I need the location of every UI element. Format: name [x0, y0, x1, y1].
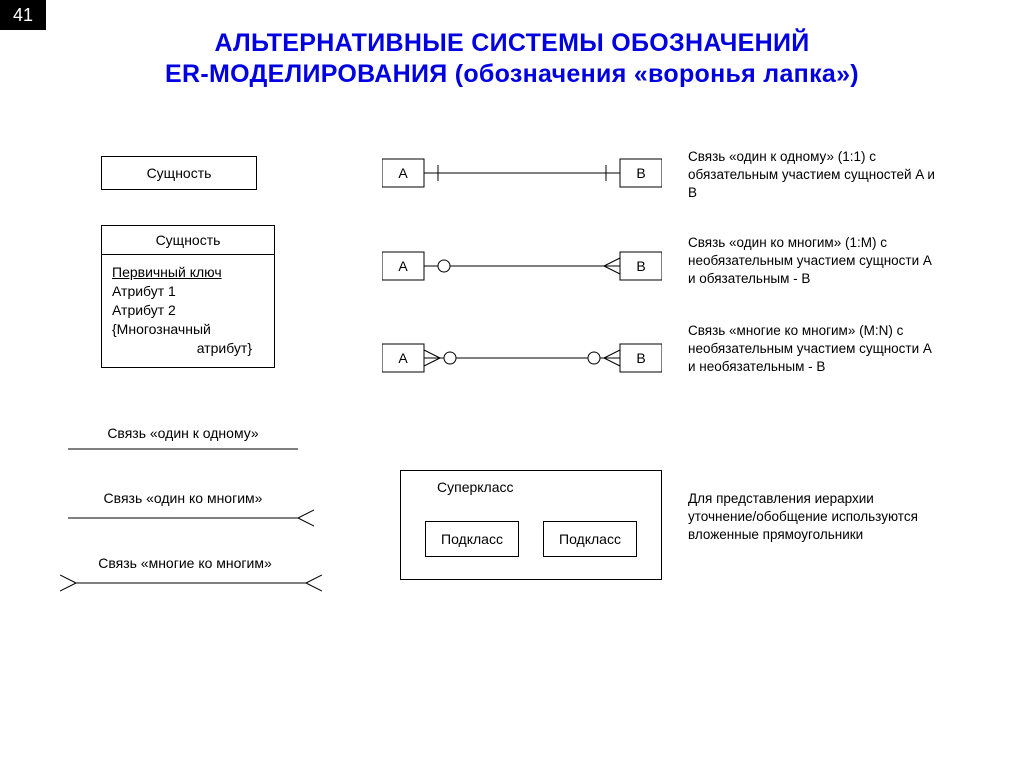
ab-row-3: A B: [382, 340, 662, 376]
ab-row1-svg: A B: [382, 155, 662, 191]
subclass-box-1: Подкласс: [425, 521, 519, 557]
ab-row2-svg: A B: [382, 248, 662, 284]
entity-simple-box: Сущность: [101, 156, 257, 190]
title-line2: ER-МОДЕЛИРОВАНИЯ (обозначения «воронья л…: [165, 60, 859, 88]
ab-row2-desc: Связь «один ко многим» (1:M) с необязате…: [688, 234, 938, 287]
rel-one-to-many-left: Связь «один ко многим»: [68, 490, 298, 528]
rel-1m-line-icon: [68, 508, 314, 528]
ab1-B: B: [636, 165, 645, 181]
ab1-A: A: [398, 165, 408, 181]
entity-table-box: Сущность Первичный ключ Атрибут 1 Атрибу…: [101, 225, 275, 368]
ab-row-1: A B: [382, 155, 662, 191]
svg-text:A: A: [398, 350, 408, 366]
subclass-1-label: Подкласс: [441, 531, 503, 547]
entity-table-body: Первичный ключ Атрибут 1 Атрибут 2 {Мног…: [102, 255, 274, 367]
svg-text:B: B: [636, 350, 645, 366]
superclass-box: Суперкласс Подкласс Подкласс: [400, 470, 662, 580]
rel-mn-line-icon: [60, 573, 322, 593]
subclass-box-2: Подкласс: [543, 521, 637, 557]
title-line1: АЛЬТЕРНАТИВНЫЕ СИСТЕМЫ ОБОЗНАЧЕНИЙ: [214, 29, 809, 57]
ab-row3-svg: A B: [382, 340, 662, 376]
entity-multi2: атрибут}: [112, 339, 264, 358]
rel-mn-label: Связь «многие ко многим»: [60, 555, 310, 573]
entity-simple-label: Сущность: [147, 165, 212, 181]
superclass-label: Суперкласс: [401, 471, 661, 495]
entity-attr1: Атрибут 1: [112, 282, 264, 301]
entity-attr2: Атрибут 2: [112, 301, 264, 320]
entity-multi1: {Многозначный: [112, 320, 264, 339]
rel-1m-label: Связь «один ко многим»: [68, 490, 298, 508]
ab-row3-desc: Связь «многие ко многим» (M:N) с необяза…: [688, 322, 938, 375]
entity-table-header: Сущность: [102, 226, 274, 255]
svg-text:B: B: [636, 258, 645, 274]
svg-text:A: A: [398, 258, 408, 274]
rel-11-line-icon: [68, 443, 298, 455]
slide-title: АЛЬТЕРНАТИВНЫЕ СИСТЕМЫ ОБОЗНАЧЕНИЙ ER-МО…: [0, 28, 1024, 91]
ab-row-2: A B: [382, 248, 662, 284]
page-number: 41: [0, 0, 46, 30]
rel-many-to-many-left: Связь «многие ко многим»: [60, 555, 310, 593]
rel-one-to-one-left: Связь «один к одному»: [68, 425, 298, 455]
hierarchy-desc: Для представления иерархии уточнение/обо…: [688, 490, 938, 543]
rel-11-label: Связь «один к одному»: [68, 425, 298, 443]
subclass-2-label: Подкласс: [559, 531, 621, 547]
ab-row1-desc: Связь «один к одному» (1:1) с обязательн…: [688, 148, 938, 201]
entity-pk: Первичный ключ: [112, 263, 264, 282]
